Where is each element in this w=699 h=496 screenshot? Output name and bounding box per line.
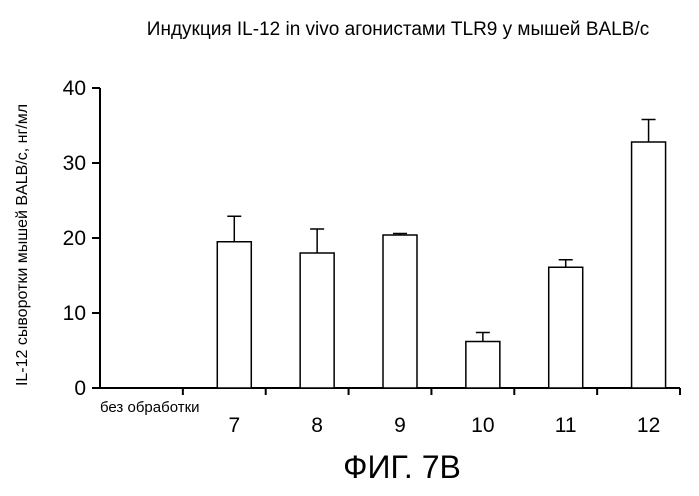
y-tick-label: 10 <box>63 302 86 325</box>
y-tick-label: 40 <box>63 77 86 100</box>
x-tick-label: 12 <box>637 414 660 437</box>
x-tick-label: 11 <box>555 414 577 437</box>
bar-9 <box>383 235 417 388</box>
bar-7 <box>217 242 251 388</box>
bar-10 <box>466 342 500 389</box>
chart-title: Индукция IL-12 in vivo агонистами TLR9 у… <box>147 19 649 40</box>
y-axis-label: IL-12 сыворотки мышей BALB/c, нг/мл <box>14 104 31 386</box>
figure-caption: ФИГ. 7В <box>343 449 461 485</box>
y-tick-label: 0 <box>74 377 86 400</box>
x-tick-label: 9 <box>394 414 406 437</box>
x-tick-label: 7 <box>228 414 240 437</box>
y-tick-label: 30 <box>63 152 86 175</box>
bar-11 <box>549 267 583 388</box>
bars <box>217 120 665 389</box>
bar-12 <box>632 142 666 388</box>
bar-8 <box>300 253 334 388</box>
x-tick-label: 10 <box>471 414 494 437</box>
y-ticks: 0 10 20 30 40 <box>63 77 100 400</box>
x-tick-labels: без обработки 7 8 9 10 11 12 <box>100 388 680 437</box>
x-tick-label: без обработки <box>100 399 200 416</box>
x-tick-label: 8 <box>311 414 323 437</box>
y-tick-label: 20 <box>63 227 86 250</box>
